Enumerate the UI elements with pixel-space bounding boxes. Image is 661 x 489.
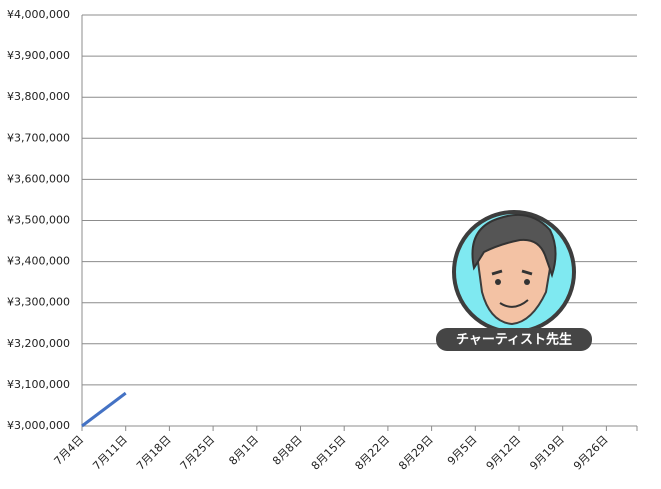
x-tick-label: 8月22日 (353, 433, 393, 473)
y-tick-label: ¥3,900,000 (7, 49, 70, 62)
x-tick-label: 8月8日 (270, 433, 305, 468)
x-tick-label: 8月1日 (226, 433, 261, 468)
y-tick-label: ¥3,500,000 (7, 214, 70, 227)
y-tick-label: ¥3,600,000 (7, 172, 70, 185)
x-tick-label: 9月26日 (571, 433, 611, 473)
line-series (81, 391, 127, 428)
y-tick-label: ¥3,100,000 (7, 378, 70, 391)
x-tick-label: 7月25日 (178, 433, 218, 473)
y-tick-label: ¥4,000,000 (7, 8, 70, 21)
y-tick-label: ¥3,700,000 (7, 131, 70, 144)
x-tick-label: 9月5日 (445, 433, 480, 468)
x-tick-label: 7月11日 (90, 433, 130, 473)
y-tick-label: ¥3,400,000 (7, 255, 70, 268)
x-tick-label: 7月4日 (52, 433, 87, 468)
x-tick-label: 7月18日 (134, 433, 174, 473)
y-tick-label: ¥3,300,000 (7, 296, 70, 309)
annotation-badge (436, 328, 592, 351)
x-tick-label: 8月29日 (396, 433, 436, 473)
y-tick-label: ¥3,000,000 (7, 419, 70, 432)
avatar (452, 210, 576, 334)
y-tick-label: ¥3,200,000 (7, 337, 70, 350)
y-tick-label: ¥3,800,000 (7, 90, 70, 103)
x-tick-label: 9月19日 (527, 433, 567, 473)
x-tick-label: 9月12日 (484, 433, 524, 473)
annotation: チャーティスト先生 (456, 332, 572, 348)
x-tick-label: 8月15日 (309, 433, 349, 473)
